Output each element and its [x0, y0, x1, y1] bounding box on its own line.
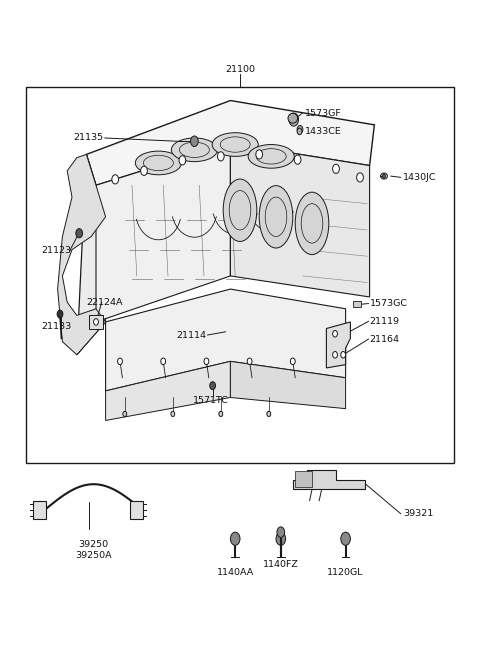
Bar: [295, 471, 312, 487]
Circle shape: [141, 166, 147, 175]
Text: 21100: 21100: [225, 64, 255, 74]
Bar: [26, 87, 454, 463]
Circle shape: [161, 358, 166, 365]
Circle shape: [123, 411, 127, 417]
Bar: [33, 501, 46, 519]
Text: 1433CE: 1433CE: [305, 127, 342, 136]
Bar: [130, 501, 143, 519]
Circle shape: [289, 113, 299, 126]
Circle shape: [179, 156, 186, 165]
Circle shape: [57, 310, 63, 318]
Circle shape: [277, 527, 285, 537]
Circle shape: [333, 330, 337, 337]
Circle shape: [297, 128, 302, 135]
Polygon shape: [106, 289, 346, 391]
Circle shape: [294, 155, 301, 164]
Text: 22124A: 22124A: [86, 298, 123, 307]
Circle shape: [341, 532, 350, 545]
Text: 1140FZ: 1140FZ: [263, 560, 299, 569]
Text: 1571TC: 1571TC: [193, 396, 229, 405]
Ellipse shape: [295, 193, 329, 255]
Circle shape: [383, 174, 385, 178]
Text: 39250A: 39250A: [75, 551, 112, 560]
Ellipse shape: [223, 179, 257, 241]
Circle shape: [276, 532, 286, 545]
Circle shape: [333, 164, 339, 173]
Circle shape: [76, 229, 83, 238]
Ellipse shape: [171, 138, 217, 162]
Polygon shape: [86, 101, 374, 185]
Polygon shape: [230, 361, 346, 409]
Text: 21114: 21114: [177, 330, 206, 340]
Text: 21164: 21164: [370, 334, 399, 344]
Circle shape: [247, 358, 252, 365]
Text: 39250: 39250: [79, 540, 108, 549]
Circle shape: [256, 150, 263, 159]
Ellipse shape: [248, 145, 294, 168]
Circle shape: [333, 351, 337, 358]
Ellipse shape: [259, 185, 293, 248]
Ellipse shape: [212, 133, 258, 156]
Circle shape: [219, 411, 223, 417]
Circle shape: [357, 173, 363, 182]
Circle shape: [210, 382, 216, 390]
Text: 21135: 21135: [73, 133, 103, 143]
Polygon shape: [326, 322, 350, 368]
Circle shape: [112, 175, 119, 184]
Circle shape: [341, 351, 346, 358]
Circle shape: [171, 411, 175, 417]
Text: 21133: 21133: [41, 322, 71, 331]
Polygon shape: [96, 143, 230, 322]
Ellipse shape: [288, 113, 298, 124]
Circle shape: [118, 358, 122, 365]
Polygon shape: [293, 470, 365, 489]
Polygon shape: [106, 361, 230, 420]
Circle shape: [94, 319, 98, 325]
Circle shape: [217, 152, 224, 161]
Polygon shape: [58, 154, 106, 355]
Text: 1430JC: 1430JC: [403, 173, 437, 182]
Circle shape: [297, 125, 303, 133]
Text: 1573GF: 1573GF: [305, 108, 342, 118]
Text: 1120GL: 1120GL: [327, 568, 364, 578]
Ellipse shape: [135, 151, 181, 175]
Bar: [89, 315, 103, 328]
Text: 21123: 21123: [41, 246, 71, 256]
Circle shape: [191, 136, 198, 147]
Text: 1573GC: 1573GC: [370, 299, 408, 308]
Circle shape: [204, 358, 209, 365]
Circle shape: [230, 532, 240, 545]
Polygon shape: [230, 143, 370, 297]
Text: 1140AA: 1140AA: [216, 568, 254, 578]
Bar: [353, 301, 361, 307]
Text: 39321: 39321: [403, 509, 433, 518]
Polygon shape: [77, 154, 106, 355]
Text: 21119: 21119: [370, 317, 399, 326]
Circle shape: [290, 358, 295, 365]
Circle shape: [267, 411, 271, 417]
